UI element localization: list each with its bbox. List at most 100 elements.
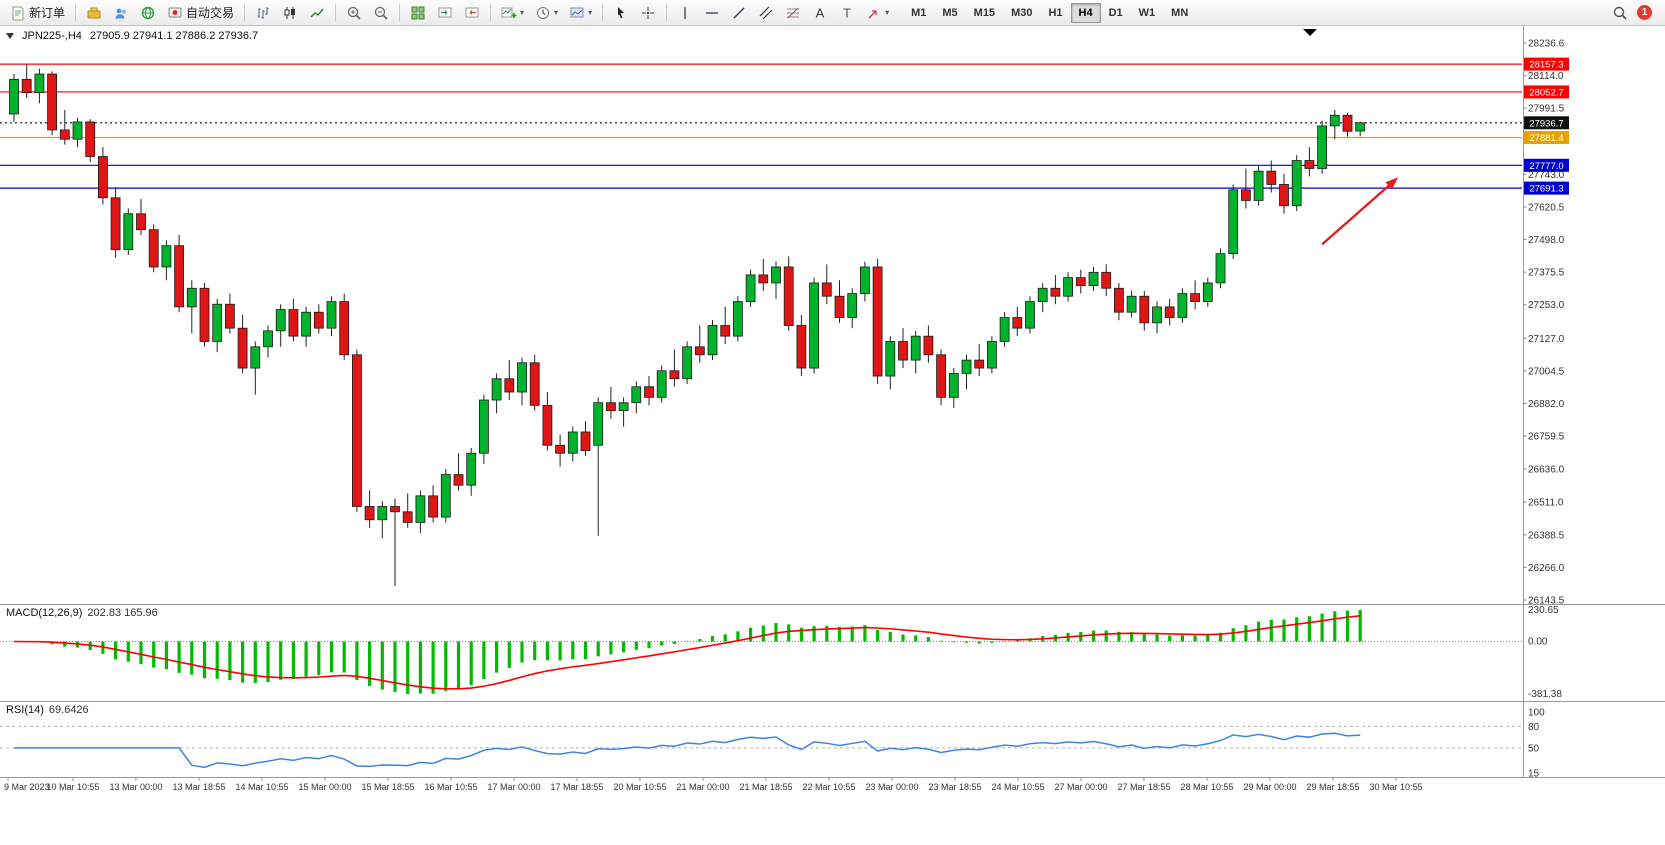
tile-windows-icon [410, 5, 426, 21]
time-axis-label: 14 Mar 10:55 [235, 782, 288, 792]
label-tool-button[interactable]: T [834, 2, 860, 24]
price-badge [1524, 57, 1569, 71]
web-terminal-icon [140, 5, 156, 21]
time-axis-label: 27 Mar 00:00 [1054, 782, 1107, 792]
market-watch-button[interactable] [81, 2, 107, 24]
trendline-tool-button[interactable] [726, 2, 752, 24]
search-icon[interactable] [1612, 5, 1628, 21]
fibonacci-tool-button[interactable] [780, 2, 806, 24]
time-axis-label: 30 Mar 10:55 [1369, 782, 1422, 792]
time-axis-label: 9 Mar 2023 [4, 782, 50, 792]
timeframe-m15[interactable]: M15 [966, 3, 1003, 23]
chart-window: JPN225-,H4 27905.9 27941.1 27886.2 27936… [0, 26, 1665, 845]
price-tick-label: 26882.0 [1528, 399, 1565, 410]
chart-title-overlay: JPN225-,H4 27905.9 27941.1 27886.2 27936… [6, 30, 258, 42]
vertical-line-tool-button[interactable] [672, 2, 698, 24]
panel-frames [0, 26, 1665, 778]
timeframe-d1[interactable]: D1 [1101, 3, 1131, 23]
macd-histogram [25, 610, 1362, 694]
timeframe-m30[interactable]: M30 [1003, 3, 1040, 23]
web-terminal-button[interactable] [135, 2, 161, 24]
channel-icon [758, 5, 774, 21]
chart-symbol-period: JPN225-,H4 [22, 30, 82, 42]
chart-shift-marker-icon[interactable] [1303, 29, 1317, 36]
candlestick-button[interactable] [277, 2, 303, 24]
chevron-down-icon: ▾ [520, 8, 525, 17]
price-tick-label: 28236.6 [1528, 39, 1565, 50]
new-chart-button[interactable]: ▾ [496, 2, 529, 24]
chart-canvas[interactable]: 28236.6 28114.0 27991.5 27743.0 27620.5 27498… [0, 26, 1665, 845]
community-button[interactable] [108, 2, 134, 24]
chart-shift-button[interactable] [459, 2, 485, 24]
notification-badge[interactable]: 1 [1637, 5, 1652, 20]
time-axis-label: 15 Mar 18:55 [361, 782, 414, 792]
period-clock-icon [535, 5, 551, 21]
crosshair-tool-button[interactable] [635, 2, 661, 24]
text-tool-button[interactable]: A [807, 2, 833, 24]
zoom-out-button[interactable] [368, 2, 394, 24]
price-tick-label: 27498.0 [1528, 235, 1565, 246]
price-tick-label: 26511.0 [1528, 498, 1564, 509]
price-badge-label: 27881.4 [1529, 133, 1563, 144]
cursor-tool-button[interactable] [608, 2, 634, 24]
toolbar-separator [602, 4, 604, 21]
price-tick-label: 26636.0 [1528, 464, 1565, 475]
price-badge-label: 27691.3 [1529, 184, 1563, 195]
horizontal-line-tool-button[interactable] [699, 2, 725, 24]
line-chart-button[interactable] [304, 2, 330, 24]
one-click-trading-toggle-icon[interactable] [6, 33, 14, 39]
macd-axis-label: 230.65 [1528, 605, 1559, 616]
shapes-tool-button[interactable]: ▾ [861, 2, 894, 24]
chevron-down-icon: ▾ [588, 8, 593, 17]
rsi-panel: 100 80 50 15 [0, 708, 1545, 780]
macd-values: 202.83 165.96 [87, 607, 158, 619]
label-icon: T [839, 5, 855, 21]
toolbar-separator [335, 4, 337, 21]
toolbar: 新订单 自动交易 ▾ ▾ ▾ A T ▾ [0, 0, 1665, 26]
arrow-annotation[interactable] [1321, 177, 1399, 246]
macd-indicator-label: MACD(12,26,9) 202.83 165.96 [6, 607, 158, 619]
timeframe-mn[interactable]: MN [1163, 3, 1196, 23]
timeframe-h4[interactable]: H4 [1070, 2, 1101, 23]
horizontal-line-icon [704, 5, 720, 21]
price-axis[interactable]: 28236.6 28114.0 27991.5 27743.0 27620.5 27498… [1523, 26, 1665, 777]
timeframe-m5[interactable]: M5 [934, 3, 965, 23]
support-resistance-lines[interactable] [0, 63, 1522, 189]
template-button[interactable]: ▾ [564, 2, 597, 24]
channel-tool-button[interactable] [753, 2, 779, 24]
price-tick-label: 27743.0 [1528, 170, 1565, 181]
price-tick-label: 26266.0 [1528, 563, 1565, 574]
time-axis-label: 17 Mar 00:00 [487, 782, 540, 792]
zoom-in-button[interactable] [341, 2, 367, 24]
auto-trading-button[interactable]: 自动交易 [162, 1, 239, 24]
period-clock-button[interactable]: ▾ [530, 2, 563, 24]
price-badge [1524, 85, 1569, 99]
price-tick-label: 27620.5 [1528, 202, 1565, 213]
time-axis-label: 13 Mar 18:55 [172, 782, 225, 792]
toolbar-separator [666, 4, 668, 21]
auto-scroll-button[interactable] [432, 2, 458, 24]
new-order-button[interactable]: 新订单 [5, 1, 70, 24]
bar-chart-button[interactable] [250, 2, 276, 24]
timeframe-h1[interactable]: H1 [1040, 3, 1070, 23]
price-badge [1524, 131, 1569, 145]
auto-trading-icon [167, 5, 183, 21]
zoom-out-icon [373, 5, 389, 21]
time-axis-label: 15 Mar 00:00 [298, 782, 351, 792]
crosshair-icon [640, 5, 656, 21]
auto-scroll-icon [437, 5, 453, 21]
time-axis-label: 29 Mar 18:55 [1306, 782, 1359, 792]
price-tick-label: 26388.5 [1528, 530, 1565, 541]
timeframe-w1[interactable]: W1 [1131, 3, 1164, 23]
timeframe-m1[interactable]: M1 [903, 3, 934, 23]
tile-windows-button[interactable] [405, 2, 431, 24]
rsi-axis-label: 80 [1528, 722, 1540, 733]
template-icon [569, 5, 585, 21]
macd-axis-label: -381.38 [1528, 689, 1562, 700]
rsi-indicator-label: RSI(14) 69.6426 [6, 704, 89, 716]
chevron-down-icon: ▾ [554, 8, 559, 17]
new-chart-icon [501, 5, 517, 21]
svg-text:T: T [843, 5, 851, 20]
price-tick-label: 26759.5 [1528, 432, 1565, 443]
